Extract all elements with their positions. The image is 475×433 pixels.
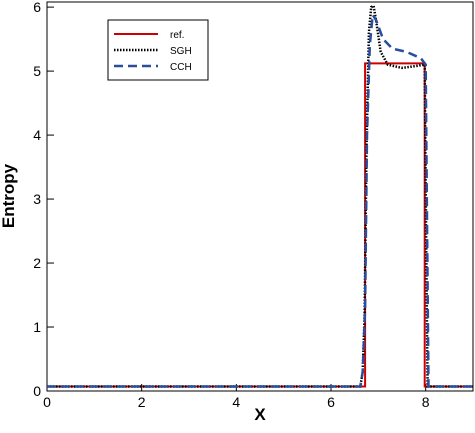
legend-label: ref. (170, 30, 184, 41)
legend-label: SGH (170, 46, 192, 57)
x-tick-label: 0 (43, 394, 51, 410)
legend-box (107, 19, 209, 81)
y-tick-label: 5 (33, 63, 41, 79)
x-tick-label: 2 (138, 394, 146, 410)
y-tick-label: 0 (33, 383, 41, 399)
series-line (47, 62, 473, 388)
y-axis-label: Entropy (0, 163, 18, 228)
plot-frame (46, 1, 474, 392)
y-tick-label: 6 (33, 0, 41, 15)
x-tick-label: 8 (422, 394, 430, 410)
y-tick-label: 4 (33, 127, 41, 143)
x-tick-label: 6 (327, 394, 335, 410)
series-line (47, 11, 473, 388)
legend-label: CCH (170, 62, 192, 73)
y-tick-label: 3 (33, 191, 41, 207)
y-tick-label: 1 (33, 319, 41, 335)
x-tick-label: 4 (232, 394, 240, 410)
y-tick-label: 2 (33, 255, 41, 271)
x-axis-label: X (254, 405, 266, 424)
